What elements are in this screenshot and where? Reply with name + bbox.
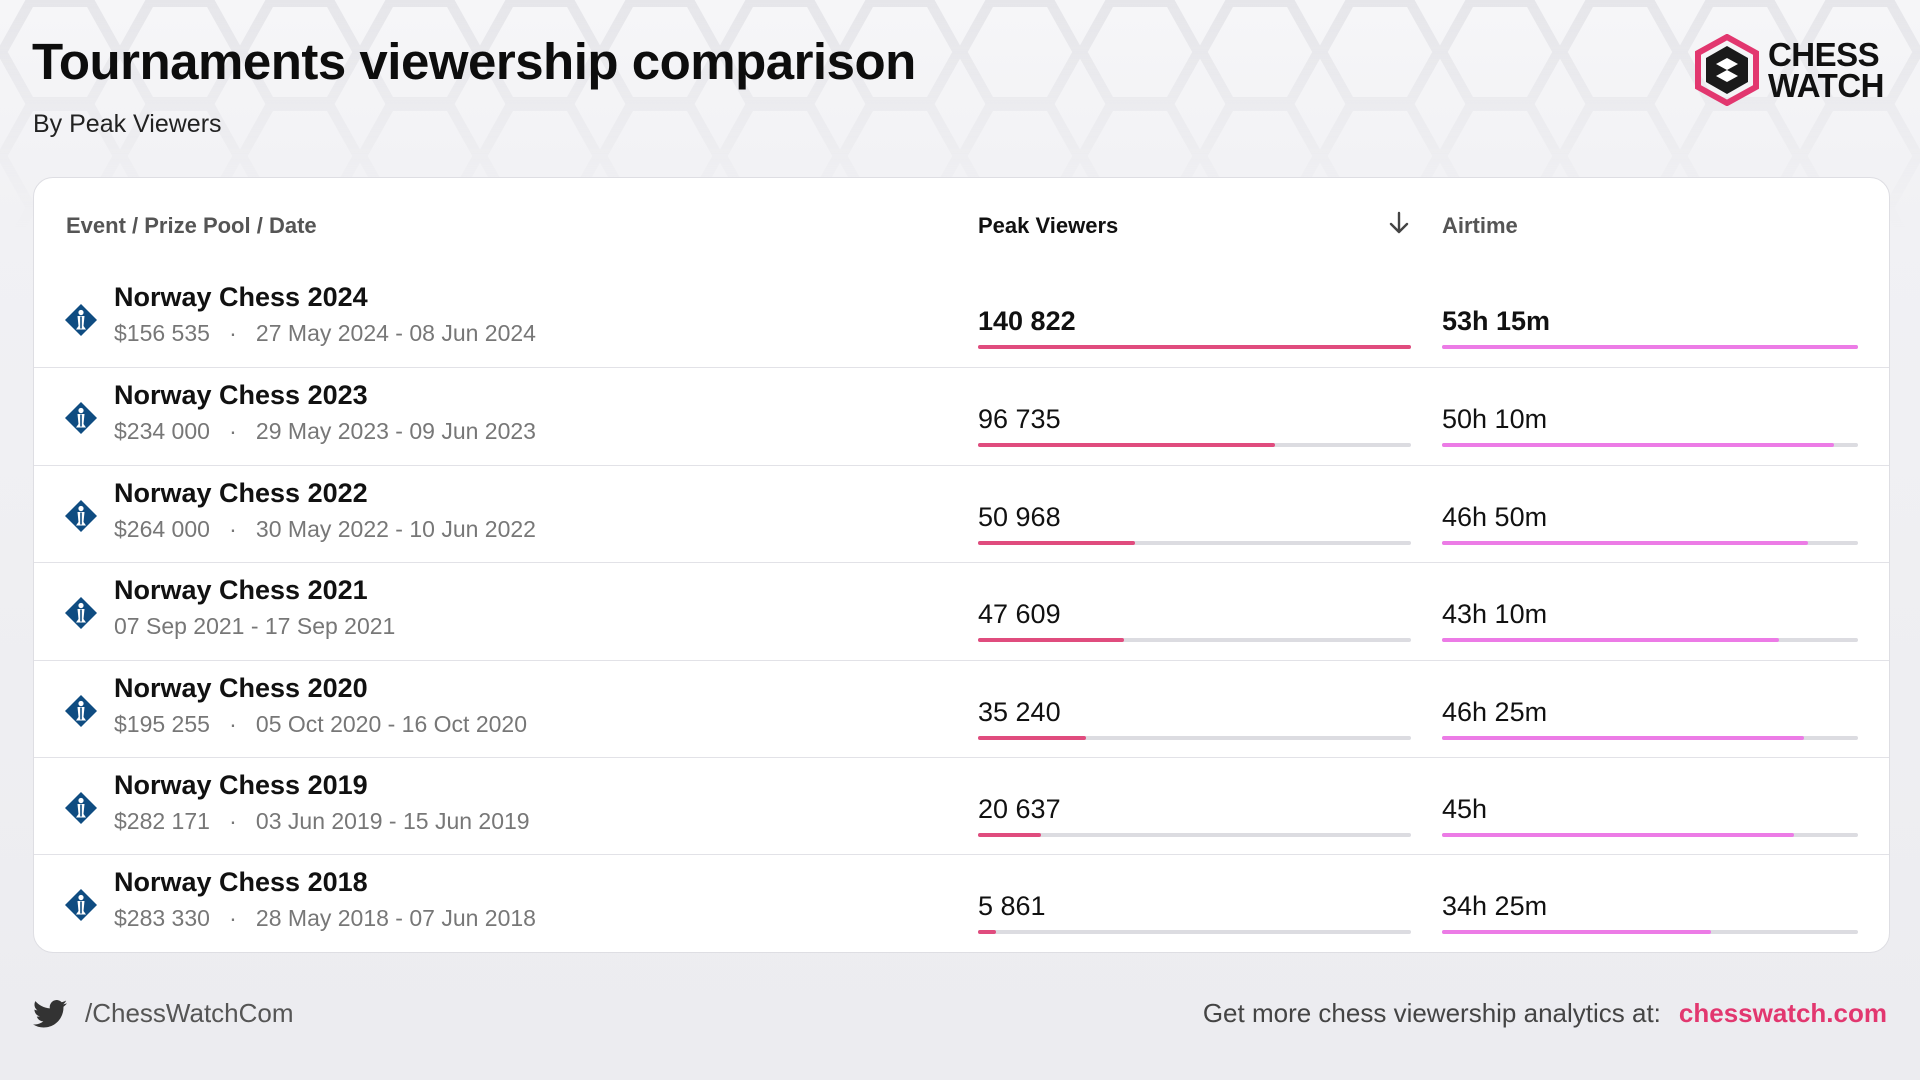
peak-viewers-bar-fill: [978, 638, 1125, 643]
peak-viewers-value: 5 861: [978, 891, 1046, 922]
table-row[interactable]: Norway Chess 2020 $195 255 · 05 Oct 2020 …: [34, 659, 1889, 757]
event-prize-date: $264 000 · 30 May 2022 - 10 Jun 2022: [114, 515, 536, 542]
column-header-peak-viewers[interactable]: Peak Viewers: [978, 213, 1119, 238]
event-prize-date: 07 Sep 2021 - 17 Sep 2021: [114, 613, 396, 640]
table-header: Event / Prize Pool / Date Peak Viewers A…: [34, 178, 1889, 270]
event-name[interactable]: Norway Chess 2020: [114, 672, 368, 703]
norway-chess-icon: [65, 499, 97, 532]
norway-chess-icon: [65, 597, 97, 630]
airtime-bar: [1442, 443, 1858, 448]
peak-viewers-bar-fill: [978, 345, 1411, 349]
norway-chess-icon: [65, 304, 97, 336]
twitter-handle: /ChessWatchCom: [85, 998, 294, 1028]
airtime-value: 50h 10m: [1442, 404, 1548, 435]
peak-viewers-bar-fill: [978, 735, 1087, 740]
peak-viewers-value: 96 735: [978, 404, 1061, 435]
airtime-value: 46h 25m: [1442, 696, 1548, 727]
peak-viewers-bar-fill: [978, 540, 1135, 545]
peak-viewers-value: 20 637: [978, 794, 1061, 824]
airtime-value: 53h 15m: [1442, 306, 1551, 336]
peak-viewers-bar: [978, 833, 1411, 837]
airtime-bar: [1442, 735, 1858, 740]
column-header-airtime[interactable]: Airtime: [1442, 213, 1518, 238]
column-header-event[interactable]: Event / Prize Pool / Date: [66, 213, 317, 238]
event-prize-date: $195 255 · 05 Oct 2020 - 16 Oct 2020: [114, 710, 527, 737]
footer-cta: Get more chess viewership analytics at: …: [1203, 998, 1887, 1029]
airtime-value: 43h 10m: [1442, 599, 1548, 630]
event-prize-date: $282 171 · 03 Jun 2019 - 15 Jun 2019: [114, 808, 530, 834]
table-row[interactable]: Norway Chess 2018 $283 330 · 28 May 2018 …: [34, 854, 1889, 951]
airtime-value: 46h 50m: [1442, 501, 1548, 532]
airtime-bar-fill: [1442, 540, 1808, 545]
airtime-bar: [1442, 833, 1858, 837]
logo-text-watch: WATCH: [1767, 67, 1885, 104]
airtime-bar: [1442, 540, 1858, 545]
airtime-bar-fill: [1442, 735, 1805, 740]
airtime-value: 45h: [1442, 794, 1488, 824]
table-row[interactable]: Norway Chess 2023 $234 000 · 29 May 2023 …: [34, 367, 1889, 464]
twitter-icon: [33, 999, 67, 1027]
norway-chess-icon: [65, 889, 97, 922]
peak-viewers-value: 47 609: [978, 599, 1061, 630]
peak-viewers-bar-fill: [978, 443, 1276, 448]
norway-chess-icon: [65, 694, 97, 727]
event-name[interactable]: Norway Chess 2023: [114, 380, 368, 411]
footer-cta-text: Get more chess viewership analytics at:: [1202, 998, 1661, 1028]
peak-viewers-bar: [978, 443, 1411, 448]
airtime-bar-fill: [1442, 345, 1858, 349]
peak-viewers-bar: [978, 930, 1411, 935]
peak-viewers-value: 35 240: [978, 696, 1061, 727]
airtime-bar: [1442, 345, 1858, 349]
chesswatch-logo-icon: [1694, 34, 1759, 106]
airtime-value: 34h 25m: [1442, 891, 1548, 922]
event-name[interactable]: Norway Chess 2021: [114, 575, 368, 606]
table-row[interactable]: Norway Chess 2022 $264 000 · 30 May 2022 …: [34, 464, 1889, 562]
viewership-table: Event / Prize Pool / Date Peak Viewers A…: [33, 177, 1890, 953]
event-name[interactable]: Norway Chess 2022: [114, 477, 368, 508]
airtime-bar-fill: [1442, 930, 1711, 935]
arrow-down-icon[interactable]: [1384, 208, 1414, 238]
twitter-link[interactable]: /ChessWatchCom: [33, 998, 294, 1029]
airtime-bar: [1442, 638, 1858, 643]
peak-viewers-bar-fill: [978, 833, 1042, 837]
page-title: Tournaments viewership comparison: [32, 33, 916, 90]
event-prize-date: $234 000 · 29 May 2023 - 09 Jun 2023: [114, 418, 536, 445]
chesswatch-logo[interactable]: CHESS WATCH: [1694, 34, 1885, 106]
table-row[interactable]: Norway Chess 2019 $282 171 · 03 Jun 2019 …: [34, 757, 1889, 854]
norway-chess-icon: [65, 402, 97, 435]
logo-text-chess: CHESS: [1767, 36, 1880, 73]
table-row[interactable]: Norway Chess 2021 07 Sep 2021 - 17 Sep 20…: [34, 562, 1889, 659]
peak-viewers-bar: [978, 345, 1411, 349]
peak-viewers-bar: [978, 638, 1411, 643]
peak-viewers-value: 140 822: [978, 306, 1076, 336]
event-name[interactable]: Norway Chess 2024: [114, 282, 368, 312]
chesswatch-link[interactable]: chesswatch.com: [1678, 998, 1887, 1028]
event-name[interactable]: Norway Chess 2018: [114, 867, 368, 898]
event-prize-date: $283 330 · 28 May 2018 - 07 Jun 2018: [114, 905, 536, 932]
page-subtitle: By Peak Viewers: [33, 110, 222, 138]
table-row[interactable]: Norway Chess 2024 $156 535 · 27 May 2024 …: [34, 270, 1889, 367]
airtime-bar-fill: [1442, 443, 1834, 448]
peak-viewers-bar: [978, 540, 1411, 545]
norway-chess-icon: [65, 792, 97, 824]
airtime-bar: [1442, 930, 1858, 935]
event-prize-date: $156 535 · 27 May 2024 - 08 Jun 2024: [114, 320, 536, 346]
peak-viewers-value: 50 968: [978, 501, 1061, 532]
event-name[interactable]: Norway Chess 2019: [114, 770, 368, 800]
peak-viewers-bar: [978, 735, 1411, 740]
peak-viewers-bar-fill: [978, 930, 997, 935]
airtime-bar-fill: [1442, 833, 1794, 837]
airtime-bar-fill: [1442, 638, 1779, 643]
